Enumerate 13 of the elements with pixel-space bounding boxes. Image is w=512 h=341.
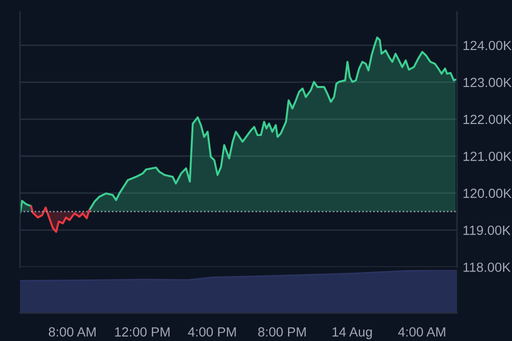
y-tick-label: 122.00K: [464, 114, 512, 124]
x-tick-label: 14 Aug: [332, 327, 372, 340]
y-tick-label: 124.00K: [464, 40, 512, 50]
x-tick-label: 4:00 AM: [398, 327, 446, 337]
x-tick-label: 4:00 PM: [188, 327, 236, 337]
y-tick-label: 118.00K: [464, 262, 511, 272]
y-tick-label: 119.00K: [464, 226, 511, 235]
y-tick-label: 121.00K: [464, 152, 512, 162]
x-tick-label: 12:00 PM: [115, 327, 170, 337]
x-tick-label: 8:00 PM: [258, 327, 306, 337]
y-tick-label: 123.00K: [464, 78, 512, 88]
x-tick-label: 8:00 AM: [48, 327, 96, 337]
y-tick-label: 120.00K: [464, 188, 512, 198]
